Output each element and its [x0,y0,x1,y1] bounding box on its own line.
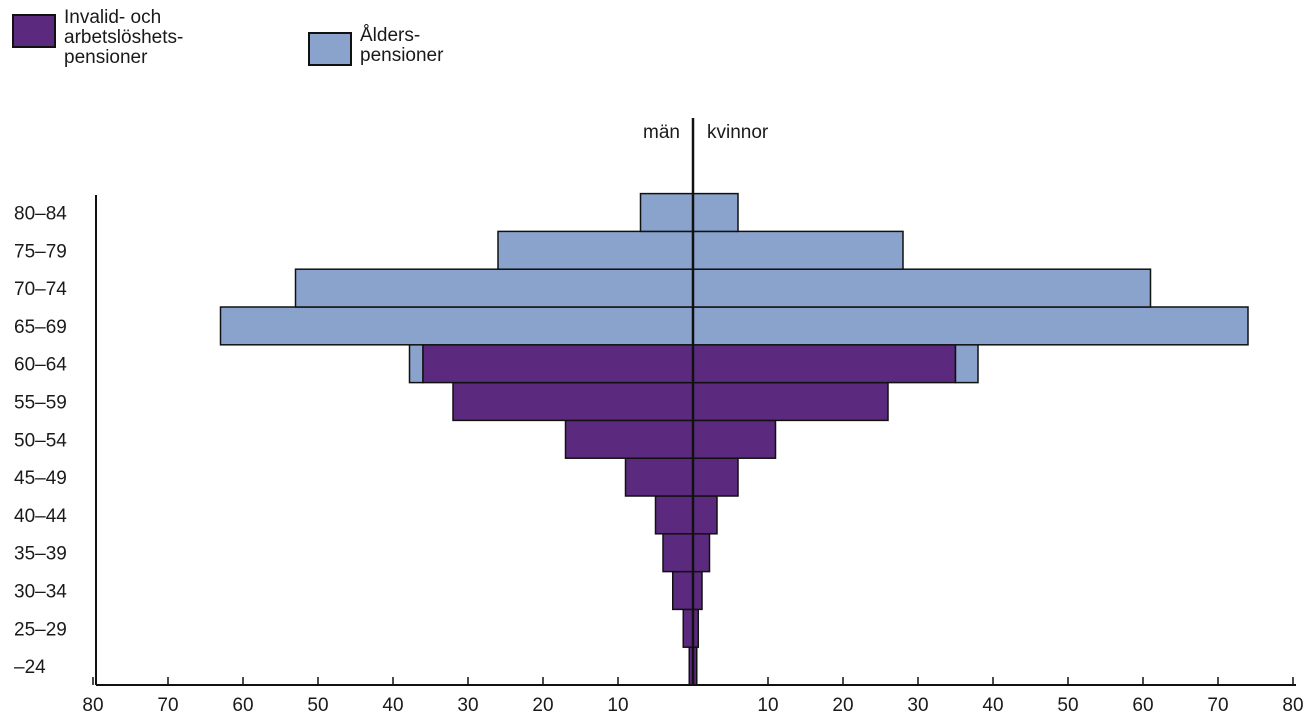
x-tick-label-left-3: 50 [307,695,328,716]
category-label-7: 55–59 [14,393,67,414]
bar-alders-men-10 [294,268,694,308]
bar-alders-men-9 [219,306,694,346]
category-label-8: 60–64 [14,355,67,376]
category-label-12: 80–84 [14,204,67,225]
x-tick-label-right-2: 30 [907,695,928,716]
x-tick-label-left-5: 30 [457,695,478,716]
x-tick-label-right-4: 50 [1057,695,1078,716]
legend-label-alders: Ålders- pensioner [360,25,444,66]
bar-invalid-women-5 [692,457,739,497]
bar-alders-women-11 [692,230,904,270]
bar-alders-men-11 [497,230,694,270]
bar-invalid-women-4 [692,495,718,535]
x-tick-label-left-7: 10 [607,695,628,716]
x-tick-label-left-6: 20 [532,695,553,716]
bar-invalid-women-6 [692,419,777,459]
bar-alders-men-8 [408,344,424,384]
bar-invalid-men-6 [564,419,694,459]
legend-swatch-alders [308,32,352,66]
x-tick-label-right-1: 20 [832,695,853,716]
bar-invalid-men-2 [672,570,694,611]
bar-alders-women-10 [692,268,1152,308]
legend-label-invalid: Invalid- och arbetslöshets- pensioner [64,7,184,68]
legend-item-alders: Ålders- pensioner [308,26,443,66]
bar-invalid-men-8 [422,344,694,384]
men-label: män [643,122,680,143]
bar-alders-women-9 [692,306,1249,346]
bar-alders-women-8 [954,344,979,384]
x-tick-label-right-7: 80 [1282,695,1303,716]
category-label-0: –24 [14,657,46,678]
category-label-3: 35–39 [14,544,67,565]
category-label-9: 65–69 [14,317,67,338]
x-tick-label-left-0: 80 [82,695,103,716]
category-label-4: 40–44 [14,506,67,527]
category-label-6: 50–54 [14,430,67,451]
x-tick-label-right-3: 40 [982,695,1003,716]
bar-invalid-women-8 [692,344,957,384]
x-tick-label-right-5: 60 [1132,695,1153,716]
bar-invalid-men-3 [662,533,694,573]
x-tick-label-left-4: 40 [382,695,403,716]
legend-item-invalid: Invalid- och arbetslöshets- pensioner [12,8,183,68]
category-label-2: 30–34 [14,582,67,603]
bar-alders-women-12 [692,192,739,233]
bar-invalid-men-7 [452,381,694,422]
category-label-1: 25–29 [14,619,67,640]
x-tick-label-left-2: 60 [232,695,253,716]
bar-alders-men-12 [639,192,694,233]
x-tick-label-right-0: 10 [757,695,778,716]
bar-invalid-women-7 [692,381,889,422]
women-label: kvinnor [707,122,769,143]
bar-invalid-women-2 [692,570,703,611]
category-label-11: 75–79 [14,241,67,262]
bar-invalid-men-4 [654,495,694,535]
x-tick-label-right-6: 70 [1207,695,1228,716]
bar-invalid-women-3 [692,533,711,573]
bar-invalid-men-5 [624,457,694,497]
category-label-5: 45–49 [14,468,67,489]
bar-invalid-men-1 [682,608,694,648]
x-tick-label-left-1: 70 [157,695,178,716]
legend-swatch-invalid [12,14,56,48]
category-label-10: 70–74 [14,279,67,300]
